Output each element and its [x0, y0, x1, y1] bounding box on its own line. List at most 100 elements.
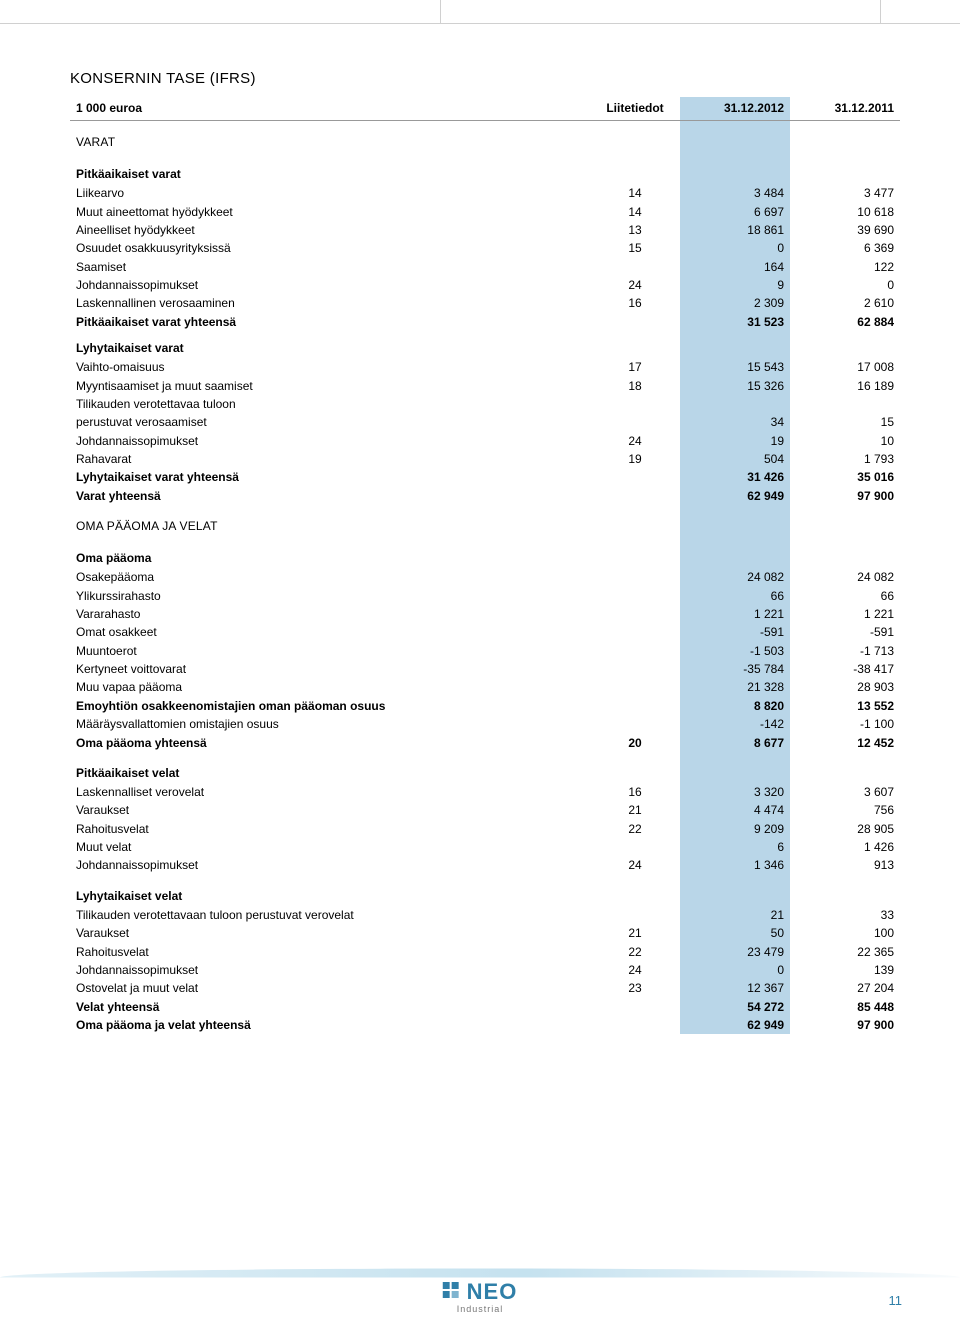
- row-value-2011: 66: [790, 586, 900, 604]
- row-value-2011: 16 189: [790, 376, 900, 394]
- row-label: Saamiset: [70, 258, 590, 276]
- balance-sheet-table: 1 000 euroa Liitetiedot 31.12.2012 31.12…: [70, 97, 900, 1034]
- row-value-2012: 23 479: [680, 942, 790, 960]
- total-row: Oma pääoma yhteensä 20 8 677 12 452: [70, 733, 900, 751]
- row-value-2012: 504: [680, 450, 790, 468]
- row-value-2011: 6 369: [790, 239, 900, 257]
- group-lyhytvelat: Lyhytaikaiset velat: [70, 875, 900, 906]
- table-row: Laskennallinen verosaaminen162 3092 610: [70, 294, 900, 312]
- row-note: 18: [590, 376, 680, 394]
- row-value-2011: 1 426: [790, 838, 900, 856]
- section-oma-paaoma-velat: OMA PÄÄOMA JA VELAT: [70, 505, 900, 537]
- row-value-2012: 1 221: [680, 605, 790, 623]
- row-value-2012: 15 326: [680, 376, 790, 394]
- row-value-2011: 10 618: [790, 202, 900, 220]
- table-row: Muut velat61 426: [70, 838, 900, 856]
- top-ruler: [0, 0, 960, 24]
- header-col-2011: 31.12.2011: [790, 97, 900, 121]
- table-row: Laskennalliset verovelat163 3203 607: [70, 783, 900, 801]
- row-value-2012: 50: [680, 924, 790, 942]
- row-value-2012: [680, 395, 790, 413]
- row-label: Varaukset: [70, 801, 590, 819]
- row-note: [590, 395, 680, 413]
- table-row: Johdannaissopimukset241910: [70, 432, 900, 450]
- row-value-2011: 3 607: [790, 783, 900, 801]
- row-value-2012: 12 367: [680, 979, 790, 997]
- row-label: Osuudet osakkuusyrityksissä: [70, 239, 590, 257]
- table-row: Ylikurssirahasto6666: [70, 586, 900, 604]
- row-label: Liikearvo: [70, 184, 590, 202]
- row-value-2012: 1 346: [680, 856, 790, 874]
- row-value-2012: 15 543: [680, 358, 790, 376]
- table-row: Johdannaissopimukset241 346913: [70, 856, 900, 874]
- table-row: Vaihto-omaisuus1715 54317 008: [70, 358, 900, 376]
- header-col-2012: 31.12.2012: [680, 97, 790, 121]
- row-note: 16: [590, 294, 680, 312]
- row-value-2011: 24 082: [790, 568, 900, 586]
- row-value-2011: 27 204: [790, 979, 900, 997]
- row-value-2011: -591: [790, 623, 900, 641]
- subtotal-row: Emoyhtiön osakkeenomistajien oman pääoma…: [70, 697, 900, 715]
- table-row: Osakepääoma24 08224 082: [70, 568, 900, 586]
- table-row: Varaukset2150100: [70, 924, 900, 942]
- row-value-2011: 33: [790, 906, 900, 924]
- table-row: Liikearvo143 4843 477: [70, 184, 900, 202]
- row-value-2012: 34: [680, 413, 790, 431]
- row-note: 13: [590, 221, 680, 239]
- row-note: 22: [590, 942, 680, 960]
- row-note: 14: [590, 184, 680, 202]
- row-note: 21: [590, 924, 680, 942]
- group-pitkavelat: Pitkäaikaiset velat: [70, 752, 900, 783]
- table-header-row: 1 000 euroa Liitetiedot 31.12.2012 31.12…: [70, 97, 900, 121]
- table-row: Tilikauden verotettavaa tuloon: [70, 395, 900, 413]
- header-notes: Liitetiedot: [590, 97, 680, 121]
- group-pitkavarat: Pitkäaikaiset varat: [70, 153, 900, 184]
- logo-squares-icon: [443, 1280, 461, 1306]
- group-lyhytvarat: Lyhytaikaiset varat: [70, 337, 900, 358]
- row-value-2012: 9: [680, 276, 790, 294]
- row-value-2012: 18 861: [680, 221, 790, 239]
- row-label: Johdannaissopimukset: [70, 432, 590, 450]
- table-row: Muut aineettomat hyödykkeet146 69710 618: [70, 202, 900, 220]
- total-row: Velat yhteensä 54 272 85 448: [70, 998, 900, 1016]
- row-value-2011: 17 008: [790, 358, 900, 376]
- row-label: perustuvat verosaamiset: [70, 413, 590, 431]
- table-row: perustuvat verosaamiset3415: [70, 413, 900, 431]
- table-row: Johdannaissopimukset240139: [70, 961, 900, 979]
- table-row: Rahoitusvelat229 20928 905: [70, 820, 900, 838]
- row-note: [590, 623, 680, 641]
- table-row: Rahoitusvelat2223 47922 365: [70, 942, 900, 960]
- table-row: Myyntisaamiset ja muut saamiset1815 3261…: [70, 376, 900, 394]
- row-value-2012: 164: [680, 258, 790, 276]
- row-label: Laskennalliset verovelat: [70, 783, 590, 801]
- row-value-2011: 10: [790, 432, 900, 450]
- row-value-2011: -1 713: [790, 642, 900, 660]
- row-note: 21: [590, 801, 680, 819]
- total-row: Pitkäaikaiset varat yhteensä 31 523 62 8…: [70, 313, 900, 331]
- section-varat: VARAT: [70, 121, 900, 154]
- row-note: 16: [590, 783, 680, 801]
- row-value-2011: 28 903: [790, 678, 900, 696]
- row-value-2012: 4 474: [680, 801, 790, 819]
- row-value-2012: 2 309: [680, 294, 790, 312]
- footer-wave: [0, 1269, 960, 1278]
- logo-text: NEO: [467, 1279, 518, 1304]
- table-row: Vararahasto1 2211 221: [70, 605, 900, 623]
- row-value-2011: 756: [790, 801, 900, 819]
- table-row: Määräysvallattomien omistajien osuus -14…: [70, 715, 900, 733]
- table-row: Ostovelat ja muut velat2312 36727 204: [70, 979, 900, 997]
- row-value-2011: 39 690: [790, 221, 900, 239]
- row-value-2012: 21 328: [680, 678, 790, 696]
- row-label: Johdannaissopimukset: [70, 276, 590, 294]
- table-row: Saamiset164122: [70, 258, 900, 276]
- table-row: Varaukset214 474756: [70, 801, 900, 819]
- row-note: 24: [590, 432, 680, 450]
- page-number: 11: [889, 1293, 903, 1308]
- table-row: Tilikauden verotettavaan tuloon perustuv…: [70, 906, 900, 924]
- row-label: Muut velat: [70, 838, 590, 856]
- table-row: Omat osakkeet-591-591: [70, 623, 900, 641]
- row-value-2012: 0: [680, 961, 790, 979]
- row-note: 24: [590, 961, 680, 979]
- row-label: Muuntoerot: [70, 642, 590, 660]
- row-label: Aineelliset hyödykkeet: [70, 221, 590, 239]
